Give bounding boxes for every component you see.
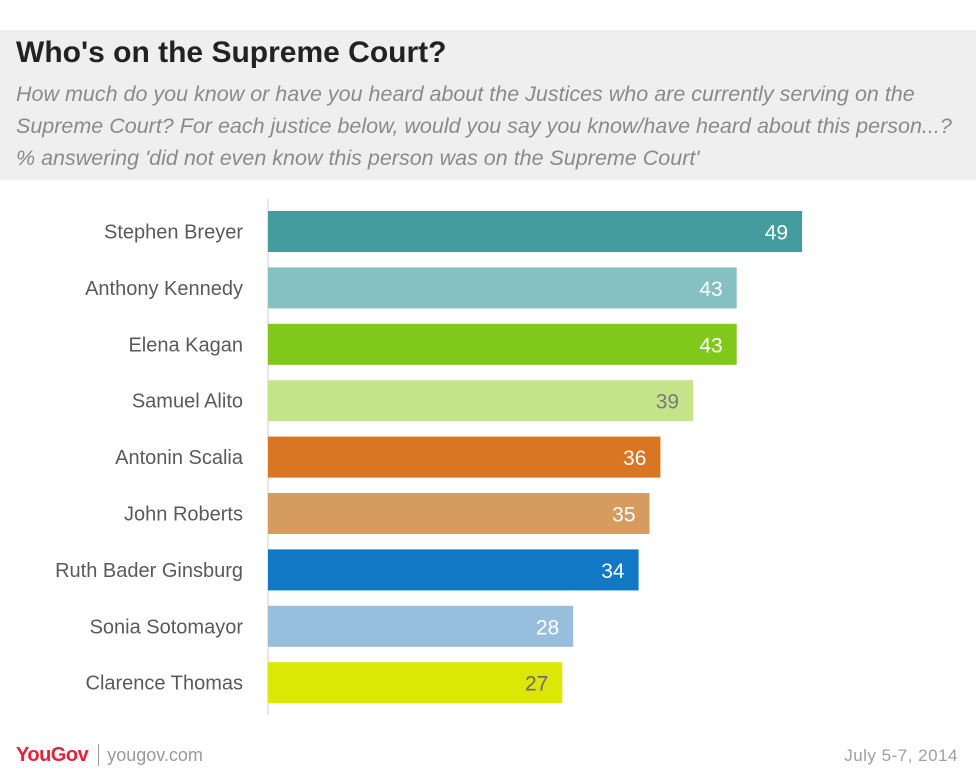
chart-header: Who's on the Supreme Court? How much do …: [0, 30, 976, 180]
data-label: 43: [699, 334, 722, 357]
site-link[interactable]: yougov.com: [107, 744, 203, 765]
logo-wordmark: YouGov: [16, 743, 89, 766]
bar: [268, 549, 639, 591]
data-label: 36: [623, 447, 646, 470]
chart-title: Who's on the Supreme Court?: [16, 36, 447, 69]
yougov-logo: YouGov yougov.com: [16, 742, 203, 768]
bar: [268, 211, 803, 252]
data-label: 34: [601, 560, 625, 583]
category-label: Antonin Scalia: [115, 447, 244, 469]
bar: [268, 267, 737, 309]
survey-date: July 5-7, 2014: [844, 746, 958, 765]
data-label: 39: [656, 391, 679, 414]
bar: [268, 380, 694, 422]
data-label: 27: [525, 673, 548, 696]
category-label: Stephen Breyer: [104, 222, 243, 244]
chart-subtitle: How much do you know or have you heard a…: [16, 82, 952, 170]
data-label: 35: [612, 504, 635, 527]
logo-divider: [98, 744, 100, 766]
category-label: Anthony Kennedy: [85, 278, 243, 300]
category-label: Clarence Thomas: [86, 673, 243, 695]
bar: [268, 605, 574, 647]
bar: [268, 323, 737, 365]
category-label: Samuel Alito: [132, 391, 243, 413]
category-label: Ruth Bader Ginsburg: [55, 560, 243, 582]
bar: [268, 493, 650, 534]
data-label: 43: [699, 278, 722, 301]
bar: [268, 662, 563, 704]
data-label: 49: [765, 222, 788, 245]
category-label: Sonia Sotomayor: [90, 616, 244, 638]
bar: [268, 436, 661, 478]
category-label: John Roberts: [124, 504, 243, 526]
category-label: Elena Kagan: [128, 334, 243, 356]
data-label: 28: [536, 616, 559, 639]
bar-chart: Stephen Breyer 49 Anthony Kennedy 43 Elena K…: [55, 199, 803, 715]
